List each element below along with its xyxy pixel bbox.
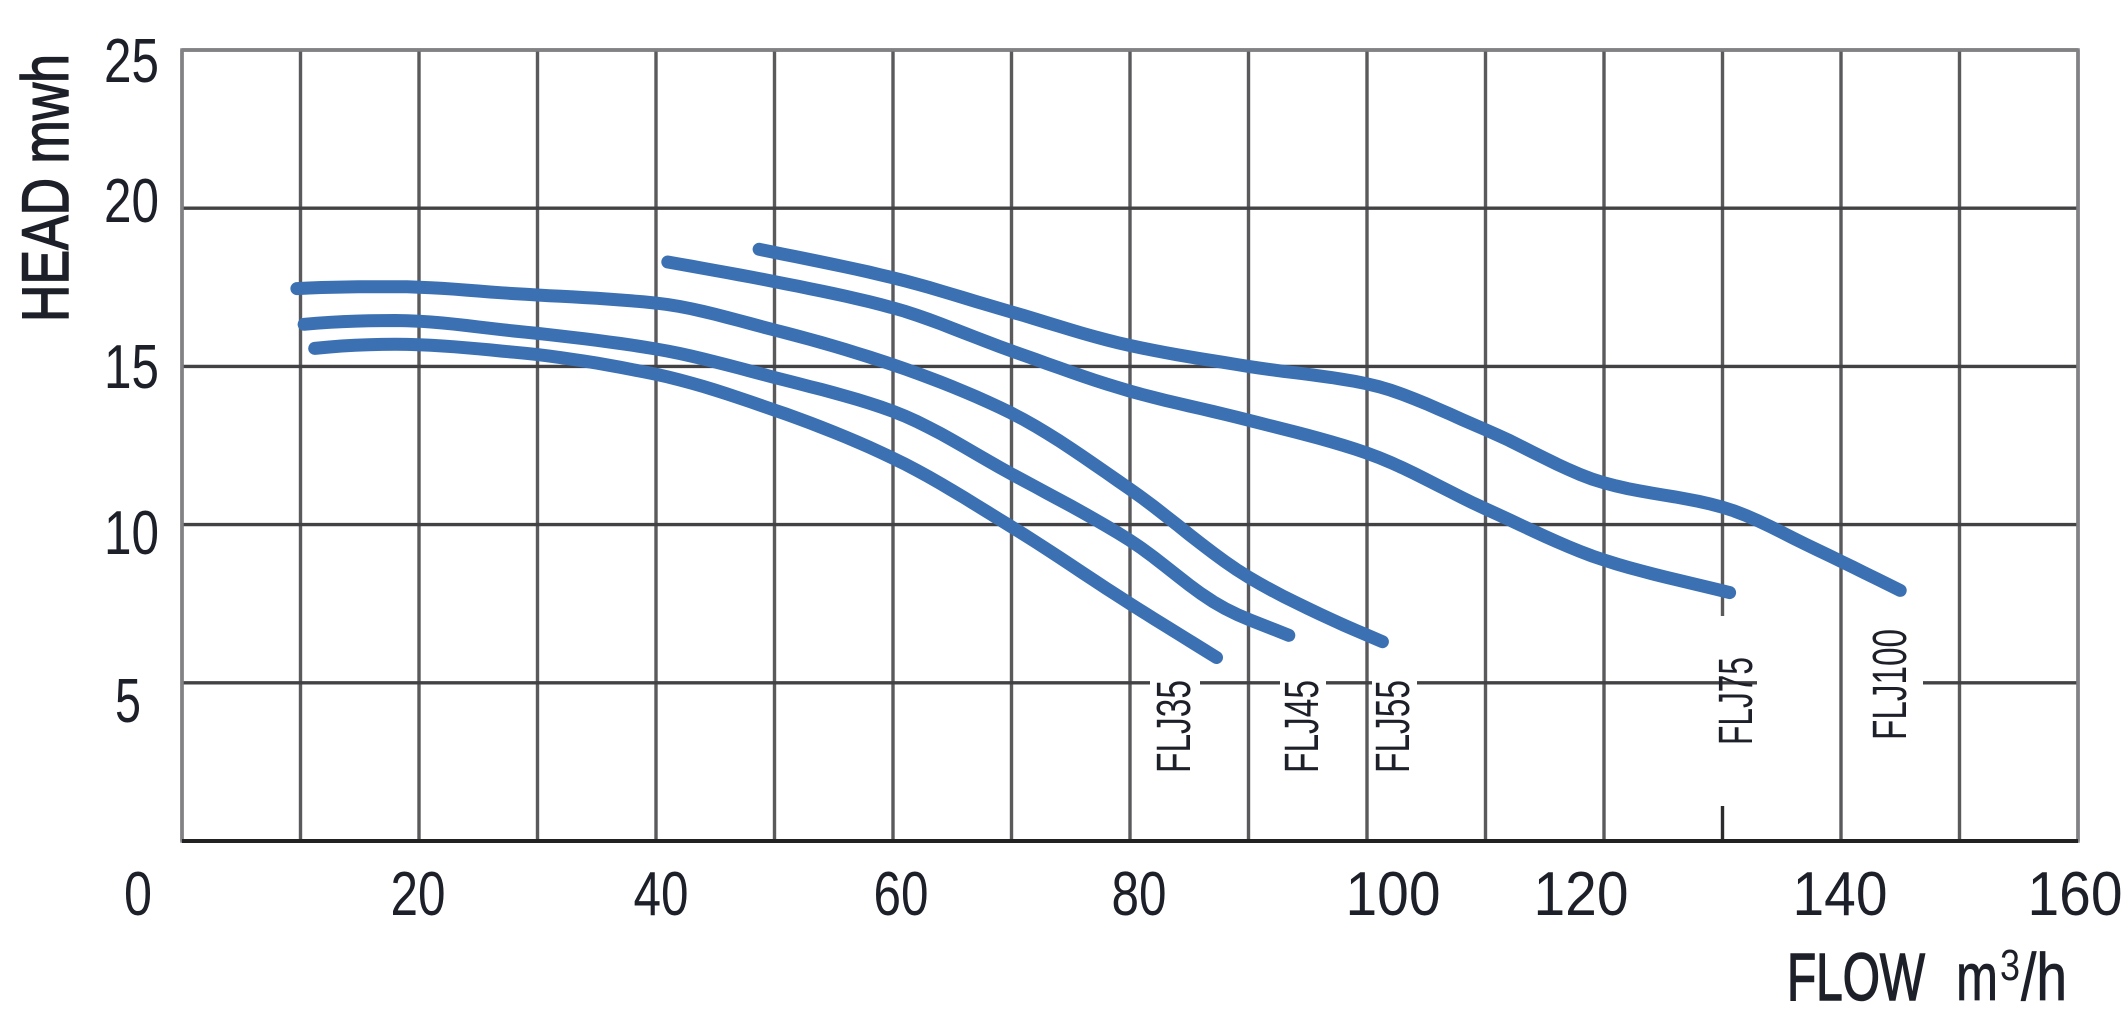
svg-text:60: 60 <box>874 860 929 929</box>
svg-text:/h: /h <box>2021 940 2067 1012</box>
svg-text:0: 0 <box>124 860 152 929</box>
svg-text:FLJ55: FLJ55 <box>1367 680 1420 773</box>
svg-text:160: 160 <box>2028 860 2123 929</box>
svg-text:120: 120 <box>1534 860 1629 929</box>
svg-text:FLJ75: FLJ75 <box>1710 657 1763 745</box>
svg-text:25: 25 <box>104 27 159 96</box>
svg-text:FLOW: FLOW <box>1787 940 1926 1012</box>
svg-text:3: 3 <box>2000 941 2020 990</box>
svg-text:80: 80 <box>1112 860 1167 929</box>
svg-text:140: 140 <box>1793 860 1888 929</box>
svg-text:FLJ35: FLJ35 <box>1148 680 1201 773</box>
svg-text:m: m <box>1956 940 1998 1012</box>
svg-text:10: 10 <box>104 499 159 568</box>
svg-text:20: 20 <box>104 167 159 236</box>
svg-text:15: 15 <box>104 333 159 402</box>
svg-text:100: 100 <box>1346 860 1441 929</box>
svg-text:FLJ45: FLJ45 <box>1276 680 1329 773</box>
svg-text:FLJ100: FLJ100 <box>1864 629 1917 740</box>
svg-text:40: 40 <box>634 860 689 929</box>
svg-text:HEAD mwh: HEAD mwh <box>8 54 82 322</box>
svg-text:20: 20 <box>391 860 446 929</box>
svg-text:5: 5 <box>115 667 141 736</box>
